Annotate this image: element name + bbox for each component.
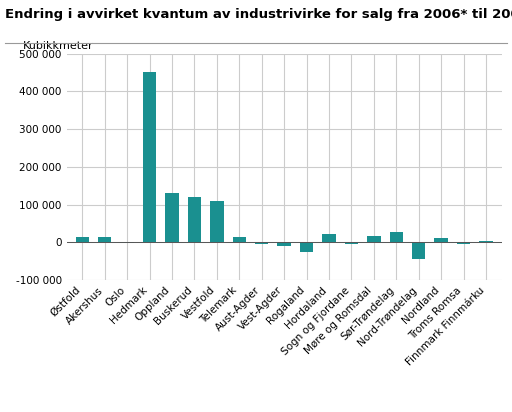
Bar — [345, 242, 358, 243]
Text: Kubikkmeter: Kubikkmeter — [23, 41, 94, 52]
Bar — [278, 242, 291, 246]
Bar — [76, 237, 89, 242]
Bar — [232, 237, 246, 242]
Bar — [300, 242, 313, 252]
Bar — [412, 242, 425, 260]
Bar — [210, 201, 224, 242]
Bar — [98, 237, 112, 242]
Bar — [435, 238, 448, 242]
Bar — [367, 236, 380, 242]
Bar — [188, 197, 201, 242]
Bar — [143, 72, 156, 242]
Bar — [120, 242, 134, 243]
Text: Endring i avvirket kvantum av industrivirke for salg fra 2006* til 2007*, etter : Endring i avvirket kvantum av industrivi… — [5, 8, 512, 21]
Bar — [255, 242, 268, 244]
Bar — [322, 234, 336, 242]
Bar — [457, 242, 471, 243]
Bar — [390, 232, 403, 242]
Bar — [165, 193, 179, 242]
Bar — [479, 241, 493, 242]
